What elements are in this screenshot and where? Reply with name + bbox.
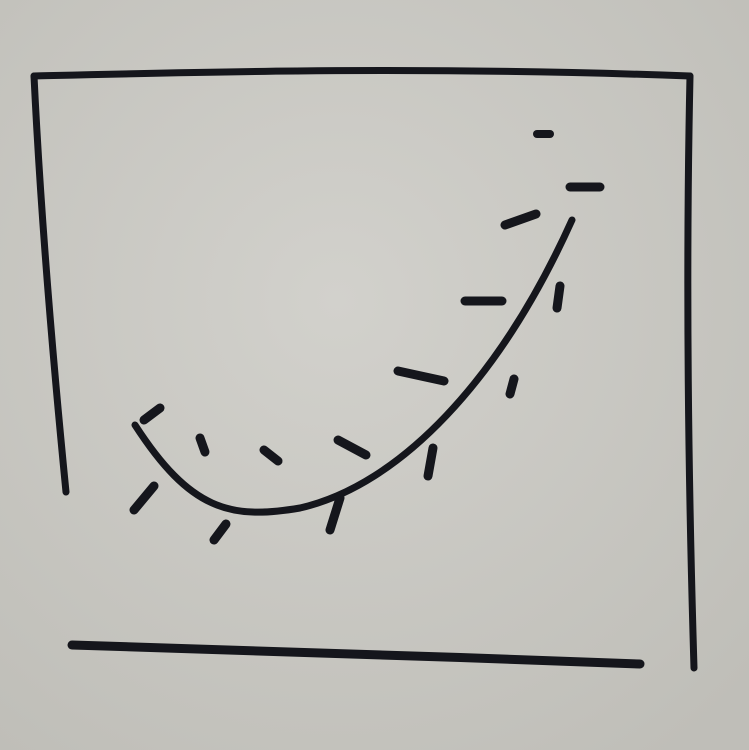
plot-frame — [30, 67, 698, 672]
data-mark — [325, 493, 345, 535]
data-mark — [393, 366, 449, 386]
fitted-curve — [131, 216, 576, 516]
data-mark — [129, 481, 159, 515]
data-mark — [259, 445, 283, 466]
baseline-axis — [67, 640, 645, 669]
data-mark — [209, 519, 231, 545]
data-mark — [139, 403, 165, 425]
data-mark — [333, 435, 371, 460]
data-mark — [552, 281, 565, 313]
frame-top-edge — [30, 67, 694, 80]
data-marks — [129, 130, 605, 545]
data-mark — [500, 209, 541, 230]
frame-left-edge — [30, 72, 70, 496]
frame-right-edge — [684, 72, 698, 672]
data-mark — [505, 374, 519, 399]
data-mark — [195, 433, 210, 457]
data-mark — [423, 443, 438, 481]
